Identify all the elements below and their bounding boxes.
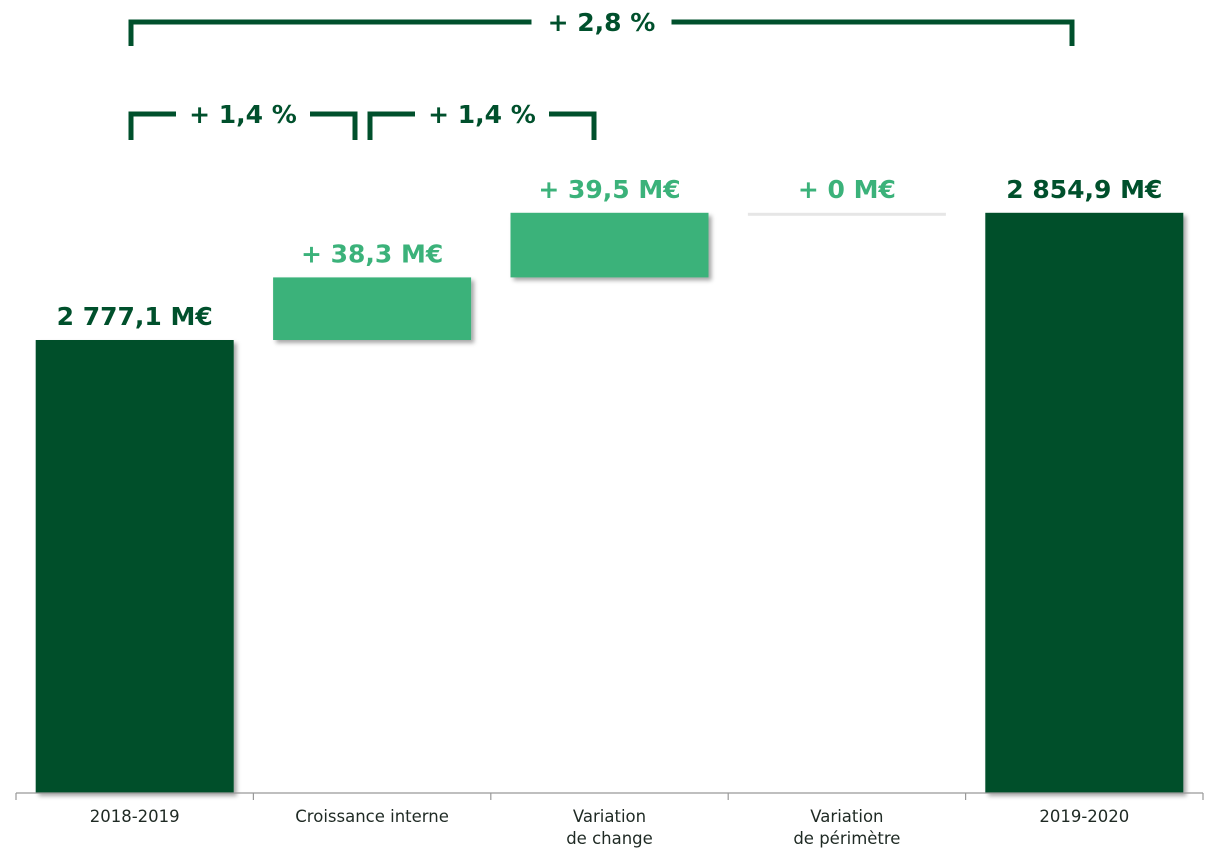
- bracket-label: + 1,4 %: [428, 100, 536, 129]
- x-tick-label: Variation de change: [566, 807, 653, 848]
- x-tick-label: 2019-2020: [1039, 807, 1129, 826]
- bracket-1: + 1,4 %: [128, 100, 358, 140]
- value-label: + 0 M€: [798, 175, 896, 204]
- bracket-line-right: [549, 111, 597, 140]
- value-labels-group: 2 777,1 M€ + 38,3 M€ + 39,5 M€ + 0 M€ 2 854,…: [57, 175, 1163, 331]
- bracket-line-left: [128, 19, 532, 46]
- bracket-line-right: [671, 19, 1075, 46]
- bar-total-4: [985, 212, 1184, 794]
- bracket-line-left: [367, 111, 415, 140]
- bracket-0: + 2,8 %: [128, 8, 1075, 46]
- bracket-line-right: [310, 111, 358, 140]
- value-label: + 39,5 M€: [538, 175, 680, 204]
- bar-delta-1: [273, 277, 472, 340]
- bar-delta-3: [747, 212, 946, 216]
- growth-brackets: + 2,8 % + 1,4 % + 1,4 %: [128, 8, 1075, 140]
- x-tick-label: 2018-2019: [90, 807, 180, 826]
- bracket-label: + 1,4 %: [189, 100, 297, 129]
- value-label: 2 854,9 M€: [1006, 175, 1162, 204]
- x-tick-label: Croissance interne: [295, 807, 449, 826]
- bracket-line-left: [128, 111, 176, 140]
- bar-delta-2: [510, 212, 709, 278]
- bar-total-0: [35, 340, 234, 793]
- value-label: 2 777,1 M€: [57, 302, 213, 331]
- bars-group: [35, 212, 1184, 794]
- x-axis: 2018-2019 Croissance interne Variation de c…: [15, 792, 1204, 848]
- bracket-2: + 1,4 %: [367, 100, 597, 140]
- x-tick-label: Variation de périmètre: [793, 807, 900, 848]
- value-label: + 38,3 M€: [301, 239, 443, 268]
- bracket-label: + 2,8 %: [548, 8, 656, 37]
